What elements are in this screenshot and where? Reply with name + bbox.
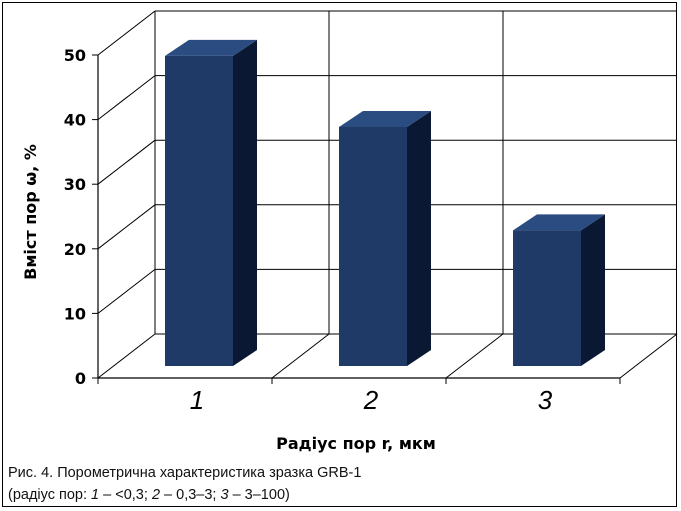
- y-tick-label-50: 50: [64, 46, 86, 65]
- bar-side-2: [407, 110, 431, 366]
- bar-3: [513, 214, 605, 366]
- bar-front-2: [339, 126, 407, 366]
- bar-side-3: [581, 214, 605, 366]
- y-tick-labels: 0 10 20 30 40 50: [64, 46, 86, 388]
- y-tick-label-20: 20: [64, 240, 86, 259]
- gridline-wall-50: [97, 10, 156, 56]
- caption-num-1: 1: [91, 487, 100, 503]
- y-tick-label-30: 30: [64, 175, 86, 194]
- bar-top-2: [339, 110, 431, 127]
- figure-frame: [2, 2, 677, 507]
- figure-caption-line1: Рис. 4. Порометрична характеристика зраз…: [8, 465, 362, 481]
- y-tick-label-0: 0: [75, 369, 86, 388]
- floor-separator-2: [445, 333, 504, 379]
- caption-num-2: 2: [151, 487, 161, 503]
- gridline-wall-20: [97, 204, 156, 250]
- x-category-label-2: 2: [363, 385, 379, 415]
- bar-top-3: [513, 214, 605, 231]
- gridline-wall-30: [97, 139, 156, 185]
- x-axis-title: Радіус пор r, мкм: [276, 434, 436, 453]
- caption-range-3: – 3–100): [228, 487, 290, 503]
- chart-bars: [165, 39, 605, 367]
- y-tick-label-40: 40: [64, 111, 86, 130]
- floor-right-edge: [619, 333, 678, 379]
- bar-front-1: [165, 55, 233, 367]
- bar-top-1: [165, 39, 257, 56]
- bar-front-3: [513, 230, 581, 366]
- figure-caption-line2: (радіус пор: 1 – <0,3; 2 – 0,3–3; 3 – 3–…: [8, 487, 290, 503]
- y-tick-label-10: 10: [64, 304, 86, 323]
- bar-side-1: [233, 39, 257, 367]
- y-axis-title: Вміст пор ω, %: [21, 144, 40, 280]
- caption-num-3: 3: [220, 487, 229, 503]
- bar-2: [339, 110, 431, 366]
- gridline-wall-40: [97, 75, 156, 120]
- caption-open: (радіус пор:: [8, 487, 92, 503]
- x-category-label-3: 3: [538, 385, 553, 415]
- floor-separator-1: [271, 333, 330, 379]
- caption-range-1: – <0,3;: [99, 487, 152, 503]
- caption-range-2: – 0,3–3;: [160, 487, 221, 503]
- gridline-wall-0: [97, 333, 156, 379]
- gridline-wall-10: [97, 269, 156, 314]
- x-category-label-1: 1: [190, 385, 204, 415]
- bar-1: [165, 39, 257, 367]
- x-category-labels: 1 2 3: [190, 385, 553, 415]
